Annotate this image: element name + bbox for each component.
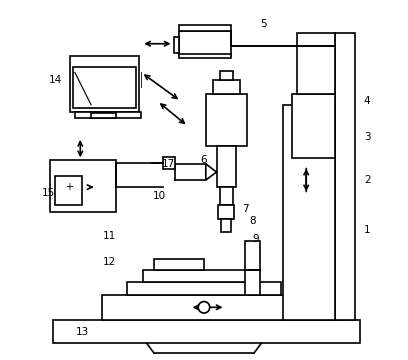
FancyBboxPatch shape <box>173 37 179 53</box>
Text: 7: 7 <box>242 204 248 214</box>
FancyBboxPatch shape <box>283 105 335 320</box>
Text: 10: 10 <box>153 191 166 201</box>
FancyBboxPatch shape <box>220 187 233 205</box>
FancyBboxPatch shape <box>163 157 175 169</box>
Text: 11: 11 <box>102 231 115 240</box>
FancyBboxPatch shape <box>221 220 231 232</box>
FancyBboxPatch shape <box>213 80 240 94</box>
FancyBboxPatch shape <box>127 282 281 295</box>
Text: 6: 6 <box>201 155 207 165</box>
Text: 12: 12 <box>102 257 115 267</box>
Circle shape <box>198 302 210 313</box>
FancyBboxPatch shape <box>220 71 233 80</box>
FancyBboxPatch shape <box>297 33 335 94</box>
Text: 1: 1 <box>364 225 370 235</box>
Text: 13: 13 <box>75 327 89 337</box>
FancyBboxPatch shape <box>102 295 337 320</box>
Text: 5: 5 <box>260 19 266 29</box>
FancyBboxPatch shape <box>143 270 251 282</box>
FancyBboxPatch shape <box>91 113 116 118</box>
FancyBboxPatch shape <box>292 94 335 158</box>
Text: 17: 17 <box>162 159 175 169</box>
FancyBboxPatch shape <box>154 259 204 270</box>
FancyBboxPatch shape <box>53 320 360 343</box>
FancyBboxPatch shape <box>245 270 259 295</box>
Text: 14: 14 <box>49 75 62 85</box>
Polygon shape <box>206 164 217 180</box>
Text: +: + <box>65 182 73 192</box>
Text: 3: 3 <box>364 132 370 142</box>
Text: 8: 8 <box>249 216 256 226</box>
FancyBboxPatch shape <box>55 176 82 205</box>
FancyBboxPatch shape <box>245 241 259 270</box>
Text: 2: 2 <box>364 175 370 185</box>
FancyBboxPatch shape <box>179 25 231 31</box>
FancyBboxPatch shape <box>69 56 140 112</box>
FancyBboxPatch shape <box>75 112 141 118</box>
FancyBboxPatch shape <box>179 31 231 56</box>
Text: 15: 15 <box>41 188 55 198</box>
Text: 9: 9 <box>253 234 259 244</box>
FancyBboxPatch shape <box>217 146 236 187</box>
FancyBboxPatch shape <box>335 33 355 320</box>
Text: 4: 4 <box>364 96 370 106</box>
FancyBboxPatch shape <box>50 160 116 212</box>
FancyBboxPatch shape <box>218 205 235 220</box>
FancyBboxPatch shape <box>73 67 136 108</box>
FancyBboxPatch shape <box>206 94 247 146</box>
FancyBboxPatch shape <box>179 54 231 58</box>
